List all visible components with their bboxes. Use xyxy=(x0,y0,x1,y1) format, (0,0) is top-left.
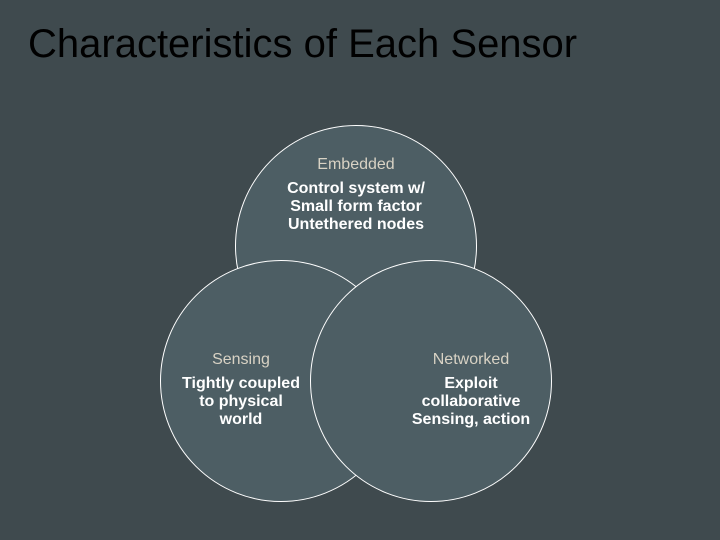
slide: Characteristics of Each Sensor Embedded C… xyxy=(0,0,720,540)
venn-label-embedded: Embedded Control system w/Small form fact… xyxy=(236,156,476,234)
venn-heading-networked: Networked xyxy=(351,351,591,369)
page-title: Characteristics of Each Sensor xyxy=(28,22,577,67)
venn-line: Control system w/ xyxy=(236,180,476,198)
venn-line: collaborative xyxy=(351,393,591,411)
venn-line: Small form factor xyxy=(236,198,476,216)
venn-line: Sensing, action xyxy=(351,411,591,429)
venn-circle-networked: NetworkedExploitcollaborativeSensing, ac… xyxy=(310,260,552,502)
venn-line: Exploit xyxy=(351,375,591,393)
venn-heading-embedded: Embedded xyxy=(236,156,476,174)
venn-line: Untethered nodes xyxy=(236,216,476,234)
venn-label-networked: Networked ExploitcollaborativeSensing, ac… xyxy=(351,351,591,429)
